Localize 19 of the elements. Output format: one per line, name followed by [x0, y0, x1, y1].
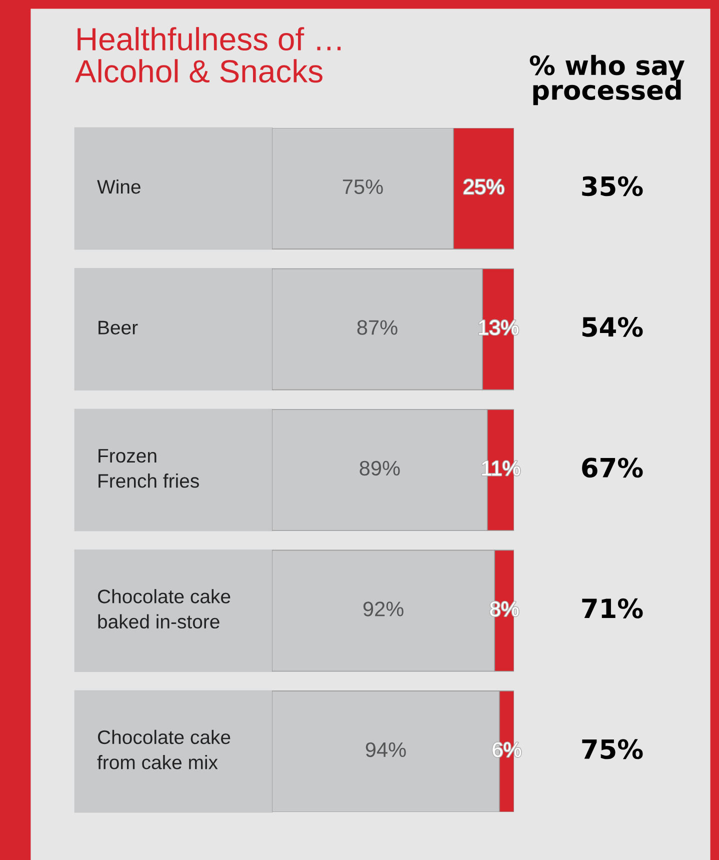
- chart-title: Healthfulness of … Alcohol & Snacks: [75, 27, 341, 83]
- data-label: 87%: [357, 320, 398, 335]
- y-tick-label: Chocolate cake baked in-store: [98, 589, 230, 629]
- text: 75%: [582, 739, 643, 760]
- data-label: 94%: [366, 742, 406, 758]
- y-tick-label: Chocolate cake from cake mix: [97, 730, 230, 770]
- data-label: 89%: [360, 460, 400, 476]
- text: 54%: [582, 316, 643, 337]
- y-tick-label: Frozen French fries: [98, 449, 199, 488]
- text: 67%: [582, 458, 643, 478]
- data-label: 75%: [342, 179, 383, 194]
- text: 35%: [582, 176, 643, 196]
- text: % who say processed: [530, 54, 685, 106]
- data-label: 25%: [464, 179, 504, 194]
- y-tick-label: Beer: [98, 320, 138, 334]
- data-label: 92%: [363, 602, 404, 616]
- data-label: 6%: [492, 742, 522, 758]
- text: 71%: [582, 598, 643, 618]
- y-tick-label: Wine: [97, 179, 140, 194]
